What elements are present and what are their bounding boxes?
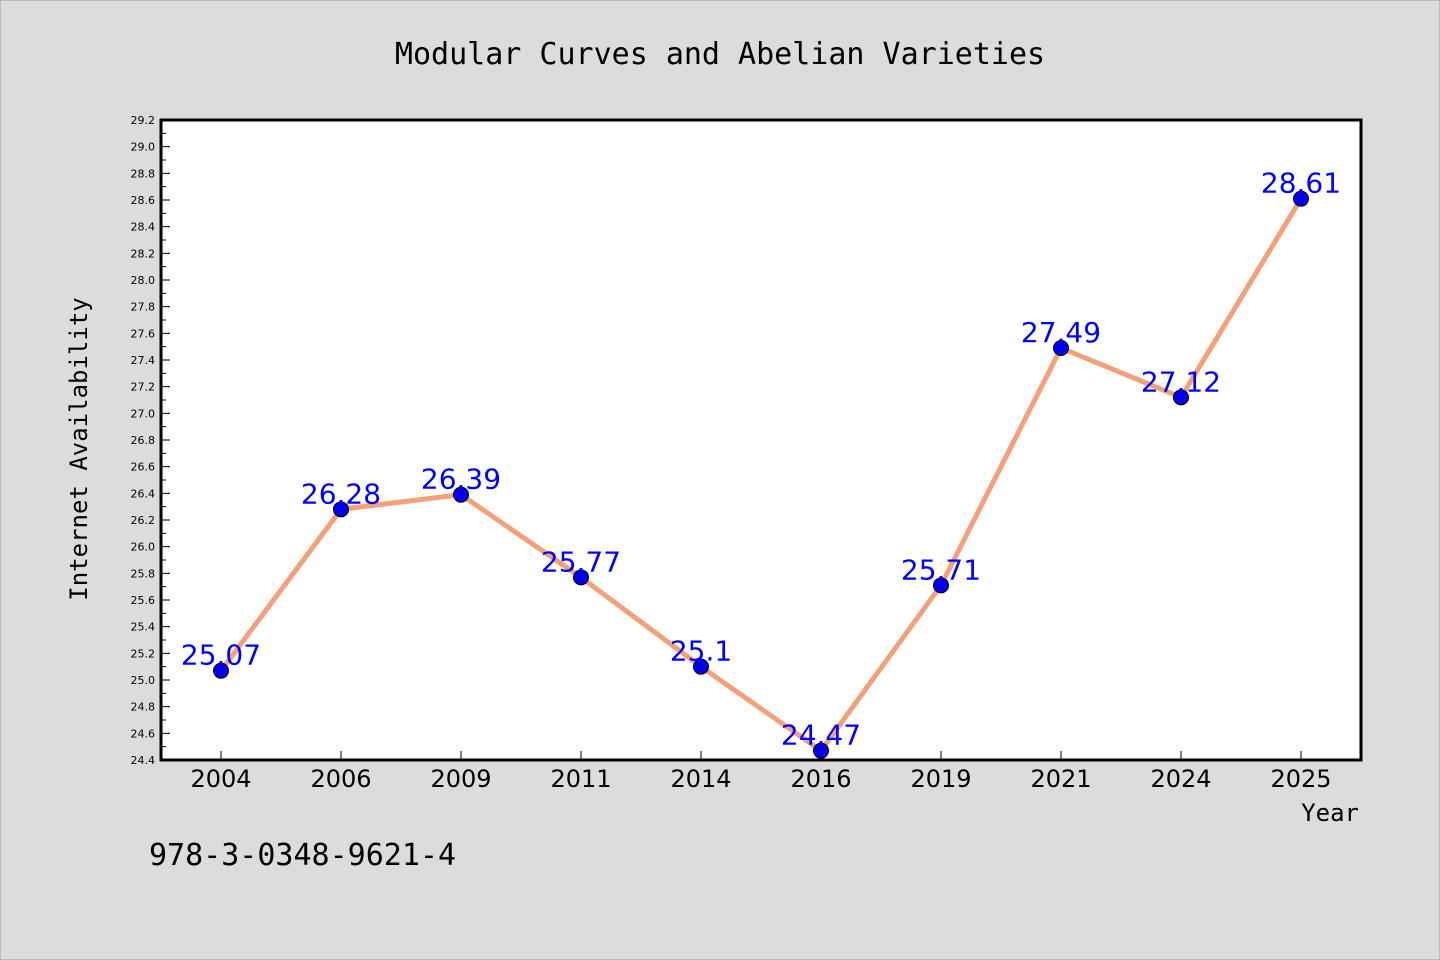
y-tick-label: 25.0 (131, 674, 156, 687)
y-tick-label: 24.8 (131, 701, 156, 714)
data-label: 27.12 (1141, 365, 1221, 398)
x-tick-label: 2004 (190, 765, 251, 793)
data-point (453, 486, 469, 503)
x-tick-label: 2024 (1150, 765, 1211, 793)
data-point (213, 662, 229, 679)
y-tick-label: 26.8 (131, 434, 156, 447)
x-tick-label: 2011 (550, 765, 611, 793)
y-tick-label: 26.0 (131, 541, 156, 554)
x-tick-label: 2021 (1030, 765, 1091, 793)
y-tick-label: 28.0 (131, 274, 156, 287)
chart-title: Modular Curves and Abelian Varieties (395, 37, 1045, 72)
x-tick-label: 2014 (670, 765, 731, 793)
x-tick-label: 2019 (910, 765, 971, 793)
series-layer: 25.07 26.28 26.39 25.77 25.1 24.47 25.71 27.49 2… (181, 167, 1341, 759)
y-tick-label: 25.4 (131, 621, 156, 634)
y-tick-label: 25.2 (131, 647, 156, 660)
data-label: 26.39 (421, 463, 501, 496)
x-axis: 2004 2006 2009 2011 2014 2016 2019 2021 2024 2025 (190, 751, 1332, 793)
y-tick-label: 27.6 (131, 327, 156, 340)
data-label: 25.1 (670, 635, 732, 668)
y-tick-label: 24.4 (131, 754, 156, 767)
y-tick-label: 27.8 (131, 301, 156, 314)
x-tick-label: 2006 (310, 765, 371, 793)
x-tick-label: 2009 (430, 765, 491, 793)
y-tick-label: 26.4 (131, 487, 156, 500)
y-tick-label: 27.2 (131, 381, 156, 394)
isbn-annotation: 978-3-0348-9621-4 (149, 838, 456, 873)
y-tick-label: 29.0 (131, 141, 156, 154)
y-tick-label: 28.2 (131, 247, 156, 260)
data-point (693, 658, 709, 675)
data-point (1173, 389, 1189, 406)
y-axis-label: Internet Availability (65, 297, 93, 600)
data-point (1053, 340, 1069, 356)
data-point (1293, 190, 1309, 207)
data-label: 25.71 (901, 553, 981, 586)
y-tick-label: 26.2 (131, 514, 156, 527)
data-point (333, 501, 349, 518)
y-tick-label: 28.6 (131, 194, 156, 207)
data-label: 25.07 (181, 639, 261, 672)
data-label: 24.47 (781, 719, 861, 752)
x-tick-label: 2025 (1270, 765, 1331, 793)
data-label: 28.61 (1261, 167, 1341, 200)
data-label: 26.28 (301, 477, 381, 510)
y-tick-label: 28.8 (131, 167, 156, 180)
x-axis-label: Year (1301, 799, 1359, 827)
y-tick-label: 25.8 (131, 567, 156, 580)
y-tick-label: 25.6 (131, 594, 156, 607)
data-point (933, 577, 949, 594)
y-tick-label: 24.6 (131, 727, 156, 740)
data-point (573, 569, 589, 586)
y-tick-label: 29.2 (131, 114, 156, 127)
plot-area (159, 118, 1363, 762)
data-point (813, 742, 829, 759)
series-line (218, 196, 1304, 754)
data-label: 25.77 (541, 545, 621, 578)
x-tick-label: 2016 (790, 765, 851, 793)
y-tick-label: 27.0 (131, 407, 156, 420)
y-axis: 24.4 24.6 24.8 25.0 25.2 25.4 25.6 25.8 26.0 26.2… (131, 114, 170, 767)
y-tick-label: 26.6 (131, 461, 156, 474)
y-tick-label: 27.4 (131, 354, 156, 367)
y-tick-label: 28.4 (131, 221, 156, 234)
data-label: 27.49 (1021, 316, 1101, 349)
